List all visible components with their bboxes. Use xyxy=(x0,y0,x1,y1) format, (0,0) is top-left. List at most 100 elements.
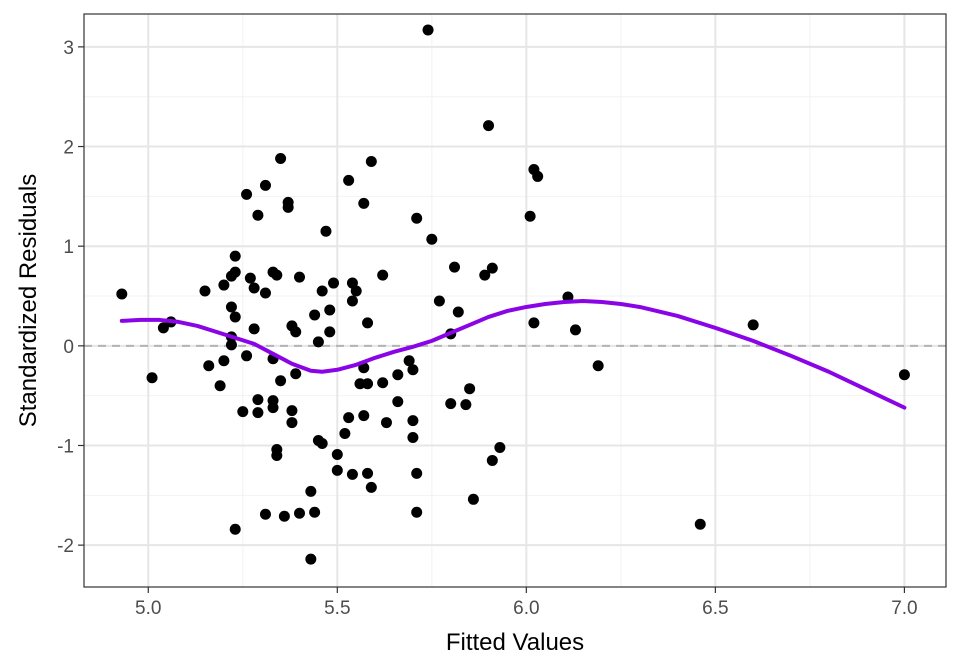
data-point xyxy=(294,507,305,519)
data-point xyxy=(365,481,377,493)
y-tick-label: 0 xyxy=(63,337,74,358)
data-point xyxy=(229,250,241,262)
data-point xyxy=(157,322,169,334)
y-axis-title: Standardized Residuals xyxy=(15,174,42,428)
data-point xyxy=(403,355,415,367)
x-tick-label: 5.0 xyxy=(135,598,161,619)
data-point xyxy=(747,319,759,331)
data-point xyxy=(392,369,404,381)
major-gridlines xyxy=(84,14,946,587)
data-point xyxy=(346,295,358,307)
data-point xyxy=(365,155,377,167)
data-point xyxy=(524,210,536,222)
data-point xyxy=(528,317,540,329)
data-point xyxy=(343,174,355,186)
data-point xyxy=(282,201,294,213)
data-point xyxy=(316,438,328,450)
data-point xyxy=(422,24,434,36)
x-tick-label: 6.0 xyxy=(513,598,539,619)
data-point xyxy=(290,326,302,338)
data-point xyxy=(411,212,423,224)
data-point xyxy=(225,339,237,351)
data-point xyxy=(248,282,260,294)
data-point xyxy=(411,506,423,518)
data-point xyxy=(199,285,211,297)
minor-gridlines xyxy=(84,14,946,587)
data-point xyxy=(259,508,271,520)
data-point xyxy=(252,394,264,406)
data-point xyxy=(225,301,237,313)
data-point xyxy=(392,396,404,408)
data-point xyxy=(229,311,241,323)
data-point xyxy=(569,324,581,336)
x-axis-title: Fitted Values xyxy=(446,629,584,656)
x-axis: 5.0 5.5 6.0 6.5 7.0 xyxy=(135,587,918,619)
data-point xyxy=(358,197,370,209)
data-point xyxy=(354,378,366,390)
data-point xyxy=(331,464,343,476)
data-point xyxy=(494,441,506,453)
data-point xyxy=(316,285,328,297)
y-tick-label: 3 xyxy=(63,38,74,59)
data-point xyxy=(339,428,351,440)
data-point xyxy=(362,378,374,390)
y-tick-label: 2 xyxy=(63,138,74,159)
data-point xyxy=(312,336,324,348)
data-point xyxy=(479,269,491,281)
y-tick-label: -1 xyxy=(57,436,74,457)
data-point xyxy=(248,323,260,335)
data-point xyxy=(460,399,472,411)
data-point xyxy=(464,383,476,395)
data-point xyxy=(324,326,336,338)
x-tick-label: 6.5 xyxy=(702,598,728,619)
data-point xyxy=(116,288,128,300)
data-point xyxy=(898,369,910,381)
data-point xyxy=(592,360,604,372)
data-point xyxy=(350,285,362,297)
data-point xyxy=(362,317,374,329)
data-point xyxy=(294,271,305,283)
data-point xyxy=(229,266,241,278)
data-point xyxy=(411,467,423,479)
data-point xyxy=(483,120,495,132)
data-point xyxy=(433,295,445,307)
x-tick-label: 7.0 xyxy=(891,598,917,619)
data-point xyxy=(331,448,343,460)
data-point xyxy=(407,415,419,427)
data-point xyxy=(252,407,264,419)
data-point xyxy=(343,412,355,424)
data-point xyxy=(275,152,287,164)
data-point xyxy=(449,261,461,273)
data-point xyxy=(290,368,302,380)
y-axis: -2 -1 0 1 2 3 xyxy=(57,38,84,557)
data-point xyxy=(486,262,498,274)
data-point xyxy=(320,225,332,237)
data-point xyxy=(358,410,370,422)
data-point xyxy=(271,449,283,461)
x-tick-label: 5.5 xyxy=(324,598,350,619)
data-point xyxy=(328,277,340,289)
data-point xyxy=(214,380,226,392)
data-point xyxy=(445,398,457,410)
data-point xyxy=(486,454,498,466)
data-point xyxy=(278,510,290,522)
data-point xyxy=(305,485,317,497)
data-point xyxy=(377,269,389,281)
y-tick-label: 1 xyxy=(63,237,74,258)
smooth-trend-line xyxy=(119,298,907,410)
data-point xyxy=(407,364,419,376)
data-point xyxy=(218,279,230,291)
data-point xyxy=(244,272,256,284)
data-point xyxy=(377,377,389,389)
data-point xyxy=(252,209,264,221)
data-point xyxy=(259,179,271,191)
data-point xyxy=(146,372,158,384)
data-point xyxy=(380,417,392,429)
data-point xyxy=(309,506,321,518)
data-point xyxy=(346,468,358,480)
data-point xyxy=(286,417,298,429)
data-point xyxy=(271,269,283,281)
data-point xyxy=(452,306,464,318)
